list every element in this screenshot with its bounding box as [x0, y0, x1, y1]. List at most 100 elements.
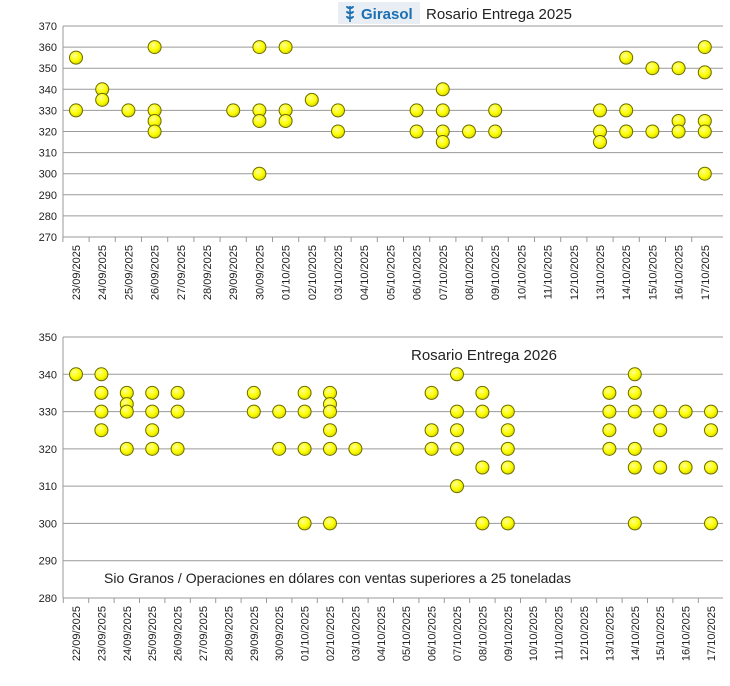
- data-point: [475, 404, 490, 419]
- data-point: [297, 385, 312, 400]
- y-tick-label: 340: [39, 369, 57, 381]
- data-point: [323, 404, 337, 419]
- data-point: [409, 103, 424, 118]
- x-tick-label: 08/10/2025: [477, 606, 489, 661]
- data-point: [435, 82, 450, 97]
- y-tick-label: 290: [39, 190, 57, 202]
- data-point: [653, 423, 668, 438]
- x-tick-label: 22/09/2025: [71, 606, 83, 661]
- data-point: [704, 460, 718, 475]
- x-tick-label: 05/10/2025: [401, 606, 413, 661]
- x-tick-label: 08/10/2025: [464, 245, 476, 300]
- chart1-x-ticks: 23/09/2025 24/09/2025 25/09/2025 26/09/2025…: [62, 237, 712, 300]
- data-point: [619, 50, 634, 65]
- data-point: [246, 385, 261, 400]
- y-tick-label: 290: [39, 556, 57, 568]
- y-tick-label: 360: [39, 42, 57, 54]
- data-point: [500, 404, 515, 419]
- x-tick-label: 23/09/2025: [71, 245, 83, 300]
- brand-badge: [338, 2, 420, 24]
- data-point: [627, 460, 642, 475]
- x-tick-label: 04/10/2025: [359, 245, 371, 300]
- data-point: [488, 103, 503, 118]
- data-point: [278, 113, 293, 128]
- x-tick-label: 17/10/2025: [706, 606, 718, 661]
- data-point: [627, 404, 642, 419]
- data-point: [323, 423, 337, 438]
- data-point: [645, 61, 660, 76]
- chart2-title: Rosario Entrega 2026: [411, 347, 557, 364]
- data-point: [297, 441, 312, 456]
- x-tick-label: 02/10/2025: [325, 606, 337, 661]
- chart1-title: Rosario Entrega 2025: [426, 6, 572, 23]
- data-point: [147, 124, 162, 139]
- x-tick-label: 03/10/2025: [333, 245, 345, 300]
- data-point: [500, 423, 515, 438]
- x-tick-label: 01/10/2025: [300, 606, 312, 661]
- y-tick-label: 300: [39, 518, 57, 530]
- x-tick-label: 12/10/2025: [579, 606, 591, 661]
- x-tick-label: 25/09/2025: [123, 245, 135, 300]
- x-tick-label: 05/10/2025: [385, 245, 397, 300]
- data-point: [704, 404, 718, 419]
- data-point: [226, 103, 241, 118]
- x-tick-label: 30/09/2025: [274, 606, 286, 661]
- x-tick-label: 28/09/2025: [202, 245, 214, 300]
- data-point: [147, 40, 162, 55]
- x-tick-label: 09/10/2025: [503, 606, 515, 661]
- data-point: [697, 65, 712, 80]
- data-point: [94, 367, 109, 382]
- data-point: [246, 404, 261, 419]
- data-point: [450, 423, 464, 438]
- y-tick-label: 320: [39, 444, 57, 456]
- data-point: [278, 40, 293, 55]
- data-point: [304, 92, 319, 107]
- data-point: [119, 441, 134, 456]
- x-tick-label: 30/09/2025: [254, 245, 266, 300]
- chart-rosario-2025: 270 280 290 300 310 320 330 340 350 360 370 23/09/…: [39, 2, 723, 300]
- data-point: [145, 404, 160, 419]
- data-point: [704, 423, 718, 438]
- y-tick-label: 340: [39, 84, 57, 96]
- data-point: [462, 124, 476, 139]
- data-point: [69, 103, 83, 118]
- data-point: [704, 516, 718, 531]
- x-tick-label: 29/09/2025: [228, 245, 240, 300]
- data-point: [170, 404, 185, 419]
- y-tick-label: 370: [39, 21, 57, 33]
- chart2-y-ticks: 280 290 300 310 320 330 340 350: [39, 332, 57, 605]
- wheat-icon: [346, 6, 354, 22]
- data-point: [602, 423, 617, 438]
- data-point: [145, 423, 160, 438]
- data-point: [671, 61, 686, 76]
- x-tick-label: 01/10/2025: [281, 245, 293, 300]
- x-tick-label: 26/09/2025: [173, 606, 185, 661]
- x-tick-label: 17/10/2025: [700, 245, 712, 300]
- data-point: [645, 124, 660, 139]
- data-point: [331, 124, 345, 139]
- data-point: [348, 441, 363, 456]
- chart1-points: [69, 40, 712, 181]
- x-tick-label: 03/10/2025: [350, 606, 362, 661]
- y-tick-label: 270: [39, 232, 57, 244]
- data-point: [475, 460, 490, 475]
- data-point: [627, 516, 642, 531]
- x-tick-label: 24/09/2025: [122, 606, 134, 661]
- data-point: [450, 404, 464, 419]
- x-tick-label: 14/10/2025: [630, 606, 642, 661]
- data-point: [653, 460, 668, 475]
- x-tick-label: 16/10/2025: [674, 245, 686, 300]
- data-point: [252, 113, 267, 128]
- data-point: [475, 385, 490, 400]
- x-tick-label: 06/10/2025: [427, 606, 439, 661]
- chart-rosario-2026: 280 290 300 310 320 330 340 350 22/09/2025 23/09…: [39, 332, 723, 661]
- x-tick-label: 07/10/2025: [438, 245, 450, 300]
- y-tick-label: 280: [39, 211, 57, 223]
- data-point: [671, 124, 686, 139]
- data-point: [450, 367, 464, 382]
- data-point: [500, 460, 515, 475]
- brand-label: Girasol: [361, 6, 413, 23]
- data-point: [619, 124, 634, 139]
- y-tick-label: 330: [39, 407, 57, 419]
